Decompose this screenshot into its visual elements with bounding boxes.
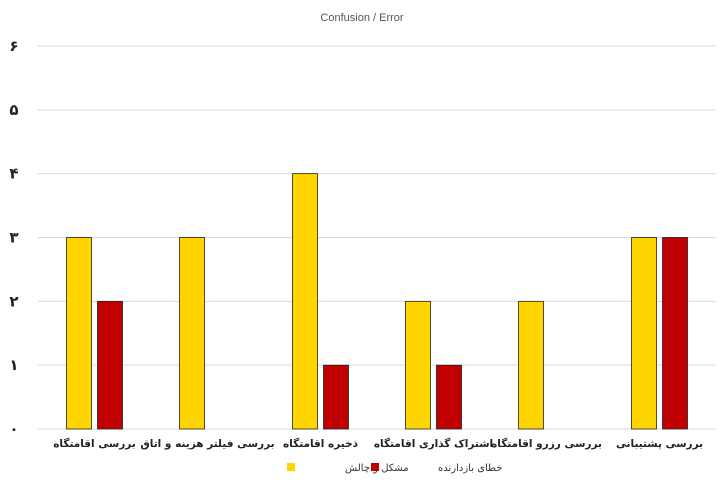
y-tick-label: ۵ [9, 101, 18, 119]
x-category-label: بررسی اقامتگاه [53, 437, 136, 450]
legend-swatch-challenge [287, 463, 295, 471]
x-category-label: بررسی فیلتر هزینه و اتاق [140, 438, 274, 450]
x-category-label: اشتراک گذاری اقامتگاه [374, 437, 493, 450]
chart-title: Confusion / Error [320, 12, 403, 24]
bar-challenge [179, 237, 205, 430]
y-tick-label: ۲ [9, 292, 18, 310]
x-axis-labels: بررسی پشتیبانی بررسی رزرو اقامتگاهاشتراک … [53, 437, 703, 450]
x-category-label: ذخیره اقامتگاه [283, 437, 359, 450]
legend-swatch-error [371, 463, 379, 471]
legend-label-error: خطای بازدارنده [438, 463, 502, 474]
x-category-label: بررسی پشتیبانی [616, 438, 703, 450]
bar-error [436, 364, 462, 430]
bar-challenge [518, 300, 544, 430]
bar-error [662, 237, 688, 430]
x-category-label: بررسی رزرو اقامتگاه [491, 437, 602, 450]
y-tick-label: ۰ [9, 420, 18, 438]
bar-error [323, 364, 349, 430]
bar-challenge [631, 237, 657, 430]
y-tick-label: ۴ [9, 165, 18, 183]
bar-error [97, 300, 123, 430]
bar-challenge [405, 300, 431, 430]
bar-challenge [66, 237, 92, 430]
y-tick-label: ۶ [9, 37, 18, 55]
y-axis-ticks: ۰ ۱ ۲ ۳ ۴ ۵ ۶ [9, 37, 18, 438]
gridlines [38, 45, 716, 430]
y-tick-label: ۳ [9, 229, 18, 247]
bars [66, 173, 688, 430]
y-tick-label: ۱ [9, 356, 18, 374]
bar-challenge [292, 173, 318, 430]
